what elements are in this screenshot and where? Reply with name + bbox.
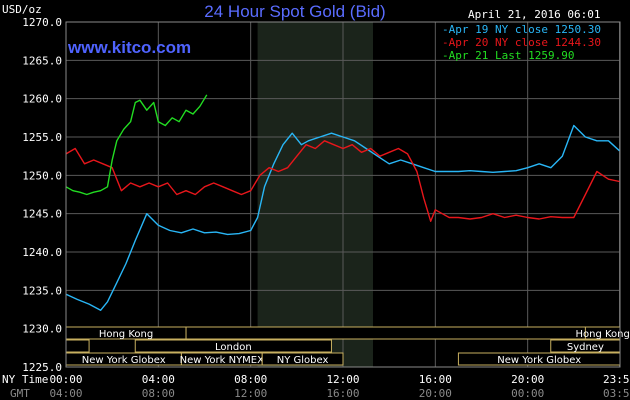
session-box-row3-2 bbox=[261, 352, 344, 366]
session-label-row3-0: New York Globex bbox=[82, 355, 166, 366]
legend-entry-apr19: -Apr 19 NY close 1250.30 bbox=[442, 23, 601, 36]
gmt-tick-label-1: 08:00 bbox=[142, 387, 175, 400]
session-label-row2-2: Sydney bbox=[567, 342, 604, 353]
y-tick-label-4: 1245.0 bbox=[22, 208, 62, 221]
date-label: April 21, 2016 06:01 bbox=[468, 8, 600, 21]
ny-time-label: NY Time bbox=[2, 373, 48, 386]
y-tick-label-1: 1230.0 bbox=[22, 323, 62, 336]
session-label-row2-1: London bbox=[215, 342, 252, 353]
price-series bbox=[65, 94, 620, 311]
x-tick-label-3: 12:00 bbox=[326, 373, 359, 386]
unit-label: USD/oz bbox=[2, 3, 42, 16]
session-label-row3-1: New York NYMEX bbox=[180, 355, 265, 366]
y-tick-label-8: 1265.0 bbox=[22, 54, 62, 67]
gmt-label: GMT bbox=[10, 387, 30, 400]
session-label-row1-0: Hong Kong bbox=[99, 329, 153, 340]
y-tick-label-9: 1270.0 bbox=[22, 16, 62, 29]
y-tick-label-2: 1235.0 bbox=[22, 284, 62, 297]
y-tick-label-3: 1240.0 bbox=[22, 246, 62, 259]
chart-title: 24 Hour Spot Gold (Bid) bbox=[204, 2, 385, 21]
x-tick-label-2: 08:00 bbox=[234, 373, 267, 386]
brand-url: www.kitco.com bbox=[67, 38, 191, 57]
legend: -Apr 19 NY close 1250.30-Apr 20 NY close… bbox=[442, 23, 601, 62]
series-line-apr20 bbox=[65, 140, 620, 223]
active-session-highlight bbox=[257, 22, 374, 367]
session-label-row3-2: NY Globex bbox=[277, 355, 329, 366]
x-axis-ticks: 00:0004:0008:0012:0016:0020:0023:5904:00… bbox=[49, 373, 630, 400]
y-tick-label-5: 1250.0 bbox=[22, 169, 62, 182]
trading-sessions: Hong Kong Hong Kong London Sydney New York G… bbox=[65, 326, 630, 366]
gmt-tick-label-2: 12:00 bbox=[234, 387, 267, 400]
session-label-row1-2: Hong Kong bbox=[576, 329, 630, 340]
y-tick-label-6: 1255.0 bbox=[22, 131, 62, 144]
session-label-row3-3: New York Globex bbox=[497, 355, 581, 366]
y-axis-ticks: 1225.0 1230.0 1235.0 1240.0 1245.0 1250.0 1255… bbox=[22, 16, 62, 374]
session-box-row2-0 bbox=[65, 339, 90, 353]
gmt-tick-label-5: 00:00 bbox=[511, 387, 544, 400]
series-line-apr19 bbox=[65, 124, 620, 311]
series-line-apr21 bbox=[65, 94, 208, 196]
session-box-row1-1 bbox=[185, 326, 621, 340]
gmt-tick-label-6: 03:59 bbox=[603, 387, 630, 400]
legend-entry-apr20: -Apr 20 NY close 1244.30 bbox=[442, 36, 601, 49]
y-tick-label-0: 1225.0 bbox=[22, 361, 62, 374]
x-tick-label-4: 16:00 bbox=[419, 373, 452, 386]
gmt-tick-label-3: 16:00 bbox=[326, 387, 359, 400]
x-tick-label-5: 20:00 bbox=[511, 373, 544, 386]
gmt-tick-label-4: 20:00 bbox=[419, 387, 452, 400]
x-tick-label-1: 04:00 bbox=[142, 373, 175, 386]
y-tick-label-7: 1260.0 bbox=[22, 93, 62, 106]
plot-frame bbox=[65, 21, 621, 368]
x-tick-label-0: 00:00 bbox=[49, 373, 82, 386]
session-box-row2-1 bbox=[134, 339, 332, 353]
legend-entry-apr21: -Apr 21 Last 1259.90 bbox=[442, 49, 574, 62]
gmt-tick-label-0: 04:00 bbox=[49, 387, 82, 400]
x-tick-label-6: 23:59 bbox=[603, 373, 630, 386]
